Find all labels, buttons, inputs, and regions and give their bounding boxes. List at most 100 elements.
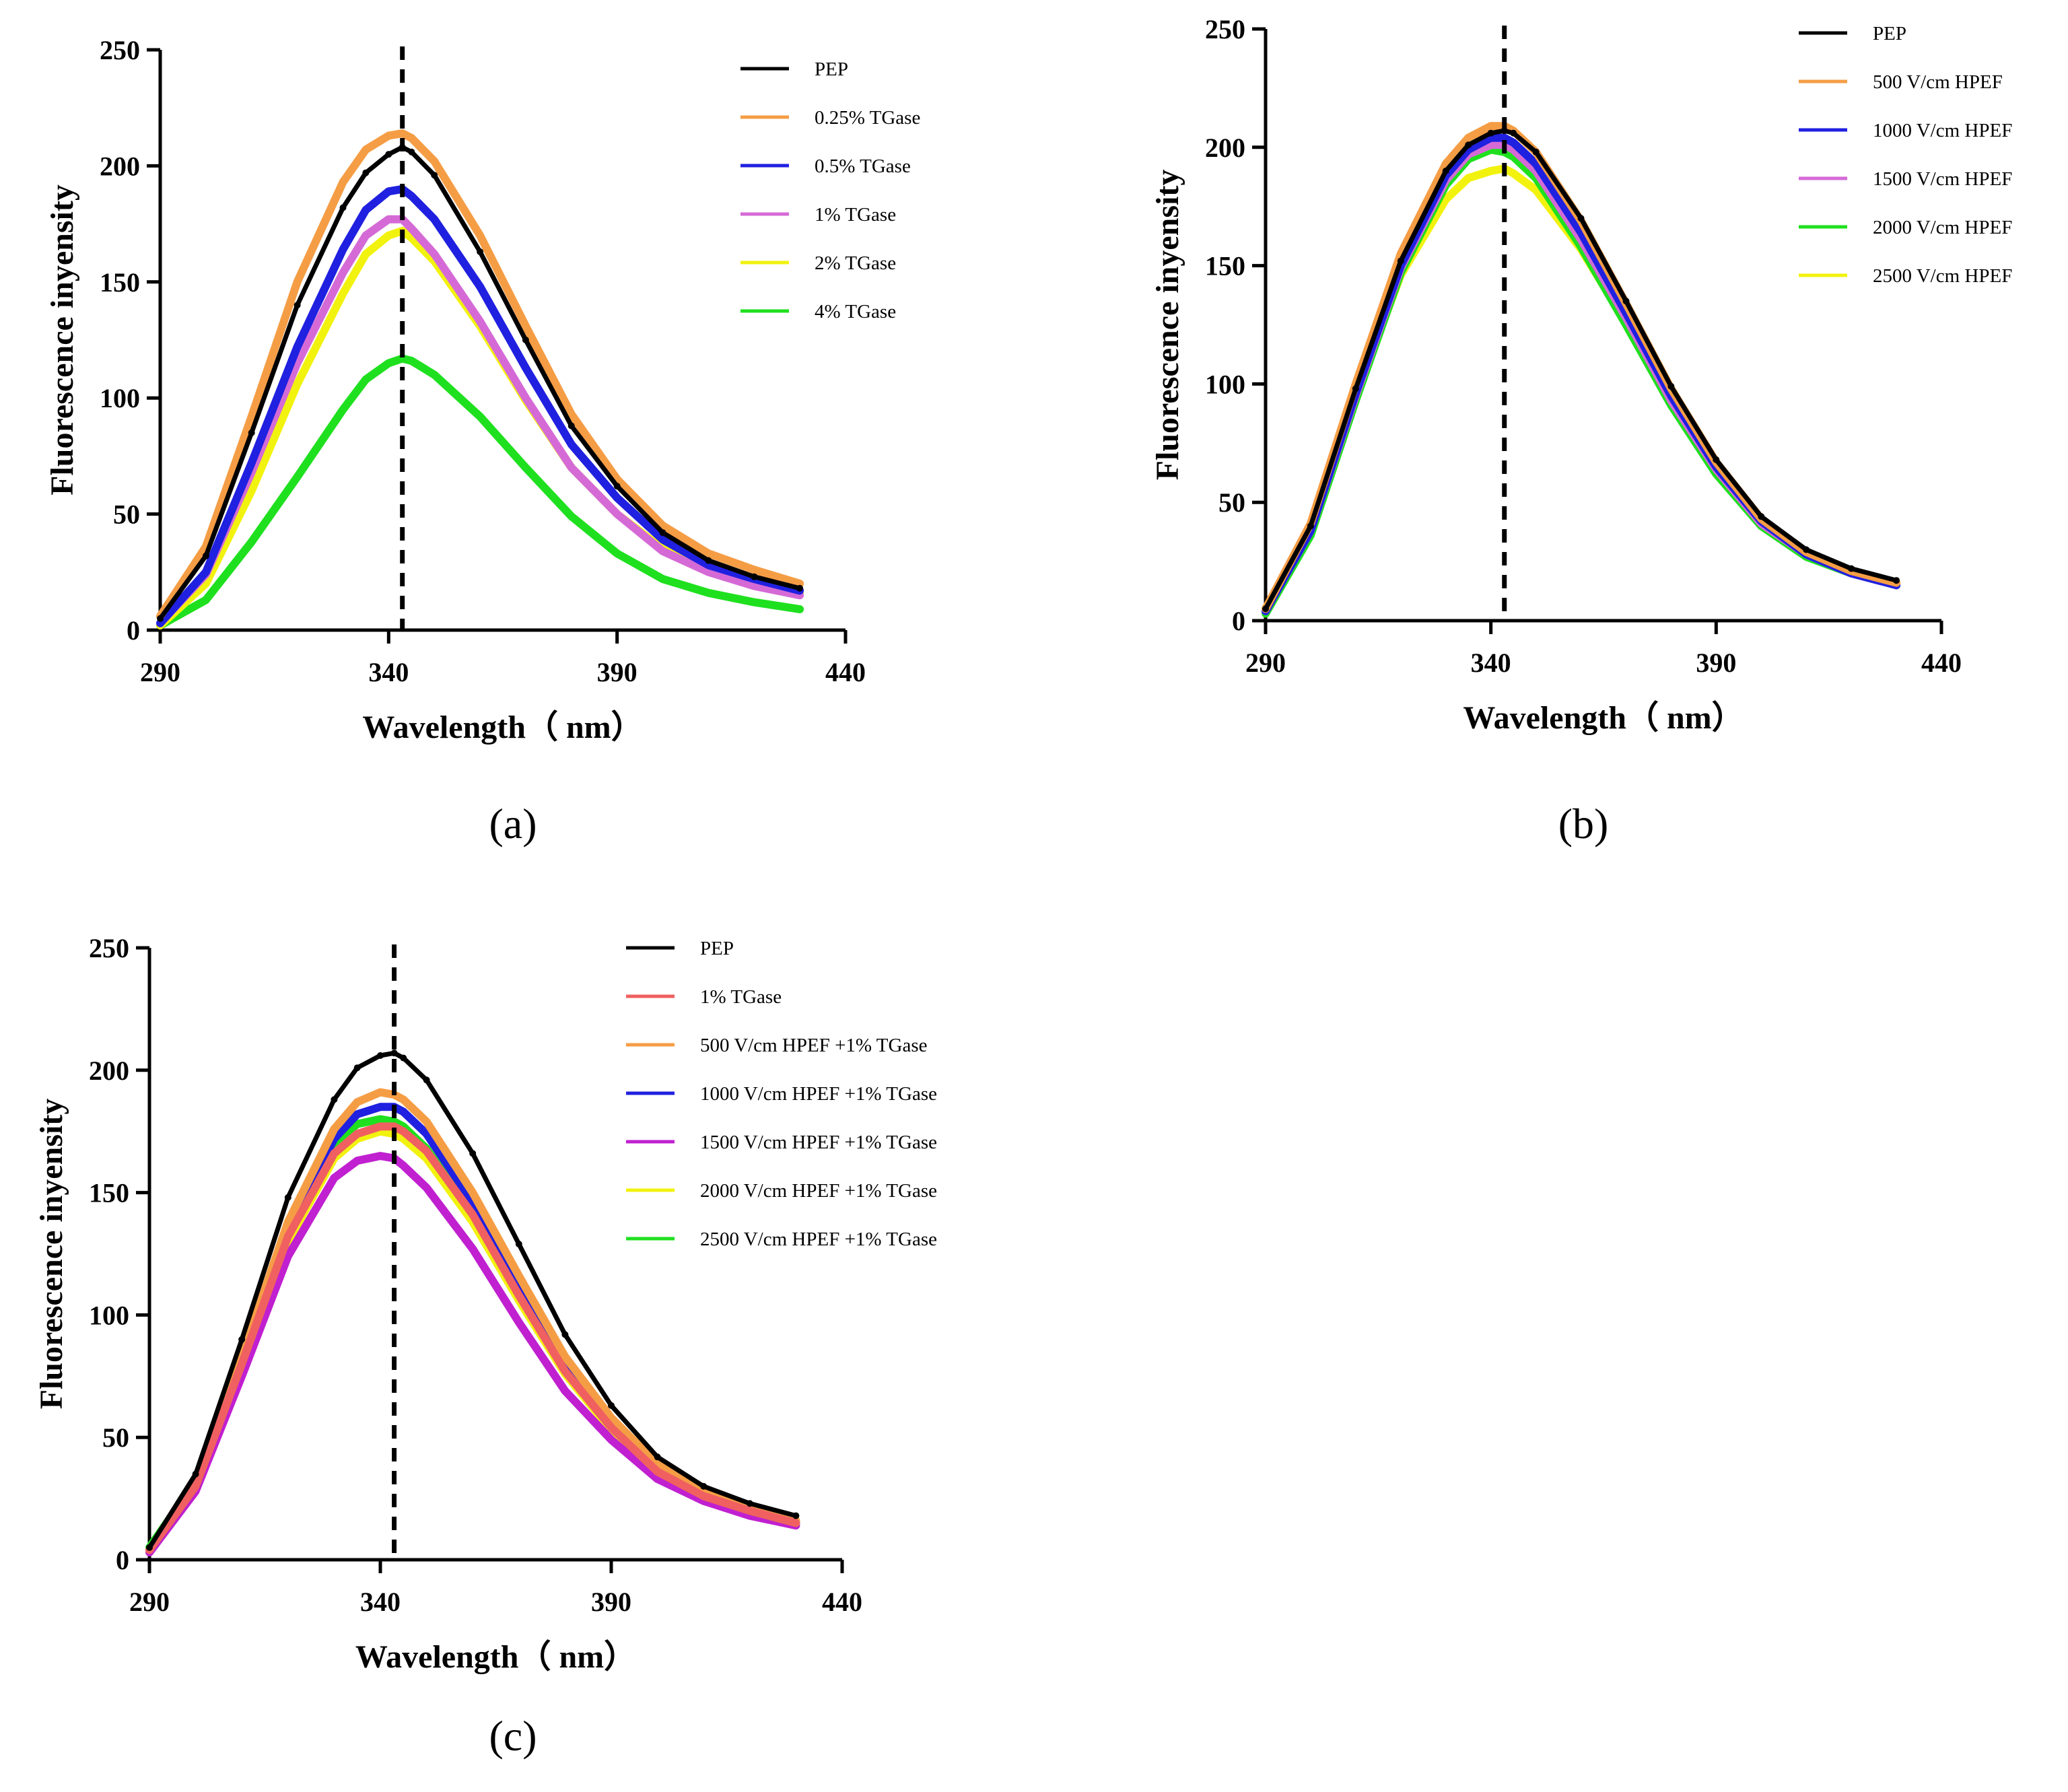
data-point — [608, 1436, 615, 1443]
data-point — [353, 1130, 361, 1138]
y-tick-label: 50 — [113, 499, 140, 530]
data-point — [792, 1512, 800, 1519]
data-point — [1442, 196, 1449, 203]
data-point — [1577, 215, 1585, 222]
data-point — [339, 406, 347, 413]
data-point — [339, 269, 347, 276]
chart-panel-1: 0 50 100 150 200 250 290 340 390 440 Wavelength（ n… — [44, 35, 920, 848]
data-point — [339, 290, 347, 297]
data-point — [561, 1387, 569, 1395]
data-point — [522, 337, 529, 343]
x-axis-title: Wavelength（ nm） — [355, 1639, 636, 1675]
data-point — [1487, 141, 1494, 149]
data-point — [339, 178, 347, 186]
data-point — [746, 1507, 753, 1515]
x-tick-label: 340 — [1471, 648, 1511, 678]
data-point — [331, 1174, 338, 1181]
data-point — [700, 1482, 708, 1490]
data-point — [751, 566, 758, 574]
data-point — [294, 302, 301, 309]
legend-label: 1500 V/cm HPEF +1% TGase — [700, 1132, 937, 1153]
data-point — [659, 522, 666, 529]
data-point — [400, 1096, 407, 1103]
x-tick-label: 440 — [825, 657, 866, 687]
data-point — [659, 576, 666, 583]
data-point — [1848, 565, 1855, 572]
panel-label: (a) — [489, 800, 537, 848]
data-point — [294, 278, 301, 285]
data-point — [1893, 577, 1900, 584]
data-point — [1262, 605, 1269, 613]
y-tick-label: 150 — [89, 1178, 129, 1208]
data-point — [567, 464, 575, 471]
data-point — [331, 1126, 338, 1133]
series-line-1 — [1263, 128, 1899, 611]
data-point — [400, 1162, 407, 1169]
data-point — [522, 364, 529, 372]
data-point — [377, 1103, 384, 1111]
legend-label: 2000 V/cm HPEF — [1873, 217, 2012, 238]
data-point — [1501, 134, 1508, 141]
y-axis-title: Fluorescence inyensity — [1150, 170, 1185, 481]
series-line-2 — [156, 129, 804, 621]
data-point — [1713, 456, 1720, 463]
data-point — [431, 158, 438, 165]
series-line-2 — [1262, 122, 1901, 613]
y-axis-title: Fluorescence inyensity — [34, 1099, 69, 1410]
data-point — [469, 1150, 477, 1157]
legend-label: PEP — [1873, 23, 1906, 44]
data-point — [567, 513, 575, 520]
data-point — [1532, 186, 1540, 194]
legend-label: PEP — [700, 938, 734, 959]
data-point — [608, 1402, 615, 1409]
data-point — [1532, 148, 1540, 156]
data-point — [339, 246, 347, 253]
x-tick-label: 290 — [140, 657, 180, 687]
data-point — [294, 343, 301, 351]
legend-label: 0.25% TGase — [815, 107, 920, 129]
series-line-3 — [156, 184, 804, 627]
y-tick-label: 100 — [89, 1300, 129, 1330]
data-point — [561, 1368, 569, 1375]
data-point — [284, 1233, 291, 1240]
legend-label: 2500 V/cm HPEF +1% TGase — [700, 1229, 937, 1250]
data-point — [248, 487, 255, 495]
data-point — [385, 359, 392, 367]
legend-label: PEP — [815, 59, 848, 80]
data-point — [567, 411, 575, 418]
data-point — [157, 619, 164, 627]
data-point — [399, 130, 406, 137]
y-tick-label: 250 — [1205, 14, 1245, 44]
x-tick-label: 340 — [360, 1587, 401, 1617]
data-point — [1532, 160, 1540, 168]
data-point — [248, 429, 255, 436]
legend-label: 1000 V/cm HPEF +1% TGase — [700, 1083, 937, 1105]
series-line-3 — [145, 1088, 800, 1554]
data-point — [385, 151, 392, 158]
legend-label: 500 V/cm HPEF — [1873, 71, 2003, 93]
data-point — [705, 589, 712, 596]
data-point — [423, 1118, 430, 1126]
y-tick-label: 50 — [102, 1422, 129, 1453]
data-point — [1465, 141, 1472, 149]
data-point — [522, 464, 529, 471]
x-tick-label: 440 — [822, 1587, 862, 1617]
data-point — [654, 1453, 661, 1461]
data-point — [1465, 174, 1472, 182]
data-point — [1667, 382, 1675, 390]
y-tick-label: 150 — [1205, 251, 1245, 281]
data-point — [567, 422, 575, 429]
data-point — [192, 1470, 199, 1478]
data-point — [408, 193, 415, 200]
data-point — [353, 1111, 361, 1118]
y-tick-label: 50 — [1218, 487, 1245, 518]
legend-label: 1000 V/cm HPEF — [1873, 120, 2012, 141]
y-tick-label: 0 — [127, 615, 140, 646]
chart-panel-2: 0 50 100 150 200 250 290 340 390 440 Wavelength（ n… — [1150, 14, 2012, 848]
data-point — [613, 550, 621, 557]
y-tick-label: 100 — [1205, 369, 1245, 399]
data-point — [751, 598, 758, 606]
data-point — [515, 1241, 522, 1247]
data-point — [339, 204, 347, 211]
